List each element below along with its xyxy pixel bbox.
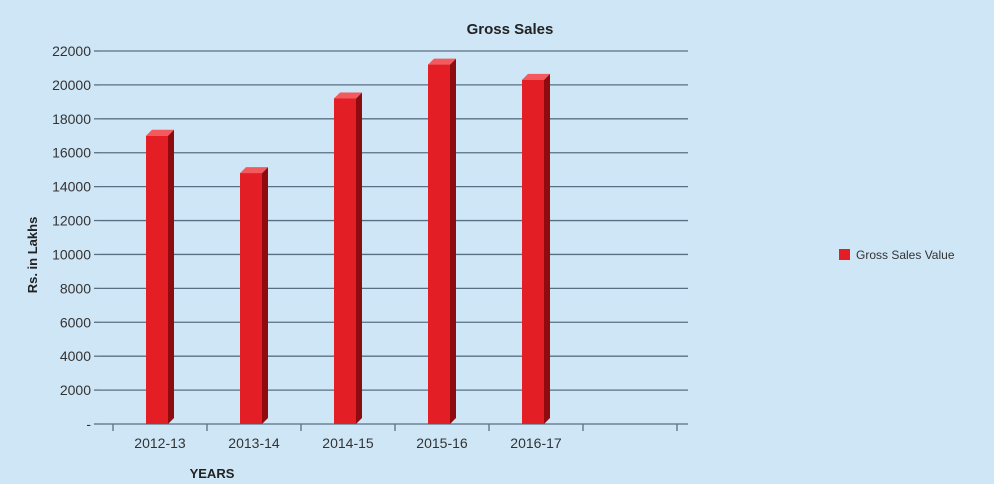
bar bbox=[334, 92, 362, 425]
x-tick-label: 2012-13 bbox=[134, 435, 186, 451]
gridlines bbox=[100, 50, 688, 425]
bar-front bbox=[146, 135, 168, 425]
x-tick-label: 2014-15 bbox=[322, 435, 374, 451]
legend-label: Gross Sales Value bbox=[856, 248, 955, 262]
bar-side bbox=[168, 129, 174, 425]
y-tick-label: 8000 bbox=[60, 280, 91, 296]
y-tick-label: - bbox=[86, 416, 91, 432]
y-tick-label: 4000 bbox=[60, 348, 91, 364]
bar-top bbox=[146, 129, 174, 136]
y-tick-label: 14000 bbox=[52, 179, 91, 195]
y-tick-label: 16000 bbox=[52, 145, 91, 161]
bar-side bbox=[450, 58, 456, 425]
x-tick-label: 2016-17 bbox=[510, 435, 562, 451]
bar-front bbox=[334, 98, 356, 425]
y-tick-label: 18000 bbox=[52, 111, 91, 127]
x-tick-label: 2013-14 bbox=[228, 435, 280, 451]
bar-top bbox=[522, 73, 550, 80]
x-tick-label: 2015-16 bbox=[416, 435, 468, 451]
bar-top bbox=[428, 58, 456, 65]
y-tick-label: 12000 bbox=[52, 213, 91, 229]
legend-swatch bbox=[839, 249, 850, 260]
bar bbox=[146, 129, 174, 425]
bar-top bbox=[334, 92, 362, 99]
chart-title: Gross Sales bbox=[467, 21, 554, 38]
y-axis-ticks: - 2000 4000 6000 8000 10000 12000 14000 16000 180… bbox=[52, 43, 100, 432]
y-tick-label: 22000 bbox=[52, 43, 91, 59]
y-tick-label: 20000 bbox=[52, 77, 91, 93]
bar bbox=[240, 167, 268, 424]
bar-front bbox=[522, 79, 544, 424]
bar-side bbox=[262, 167, 268, 424]
bar-front bbox=[240, 173, 262, 424]
legend: Gross Sales Value bbox=[839, 248, 955, 262]
y-axis-title: Rs. in Lakhs bbox=[25, 217, 40, 294]
bar-top bbox=[240, 167, 268, 174]
y-tick-label: 10000 bbox=[52, 246, 91, 262]
bar-front bbox=[428, 64, 450, 425]
y-tick-label: 2000 bbox=[60, 382, 91, 398]
bar bbox=[522, 73, 550, 424]
x-axis-ticks: 2012-13 2013-14 2014-15 2015-16 2016-17 bbox=[112, 424, 678, 451]
x-axis-title: YEARS bbox=[190, 466, 235, 481]
y-tick-label: 6000 bbox=[60, 314, 91, 330]
bars bbox=[146, 58, 550, 425]
bar-side bbox=[544, 73, 550, 424]
bar-side bbox=[356, 92, 362, 425]
bar bbox=[428, 58, 456, 425]
